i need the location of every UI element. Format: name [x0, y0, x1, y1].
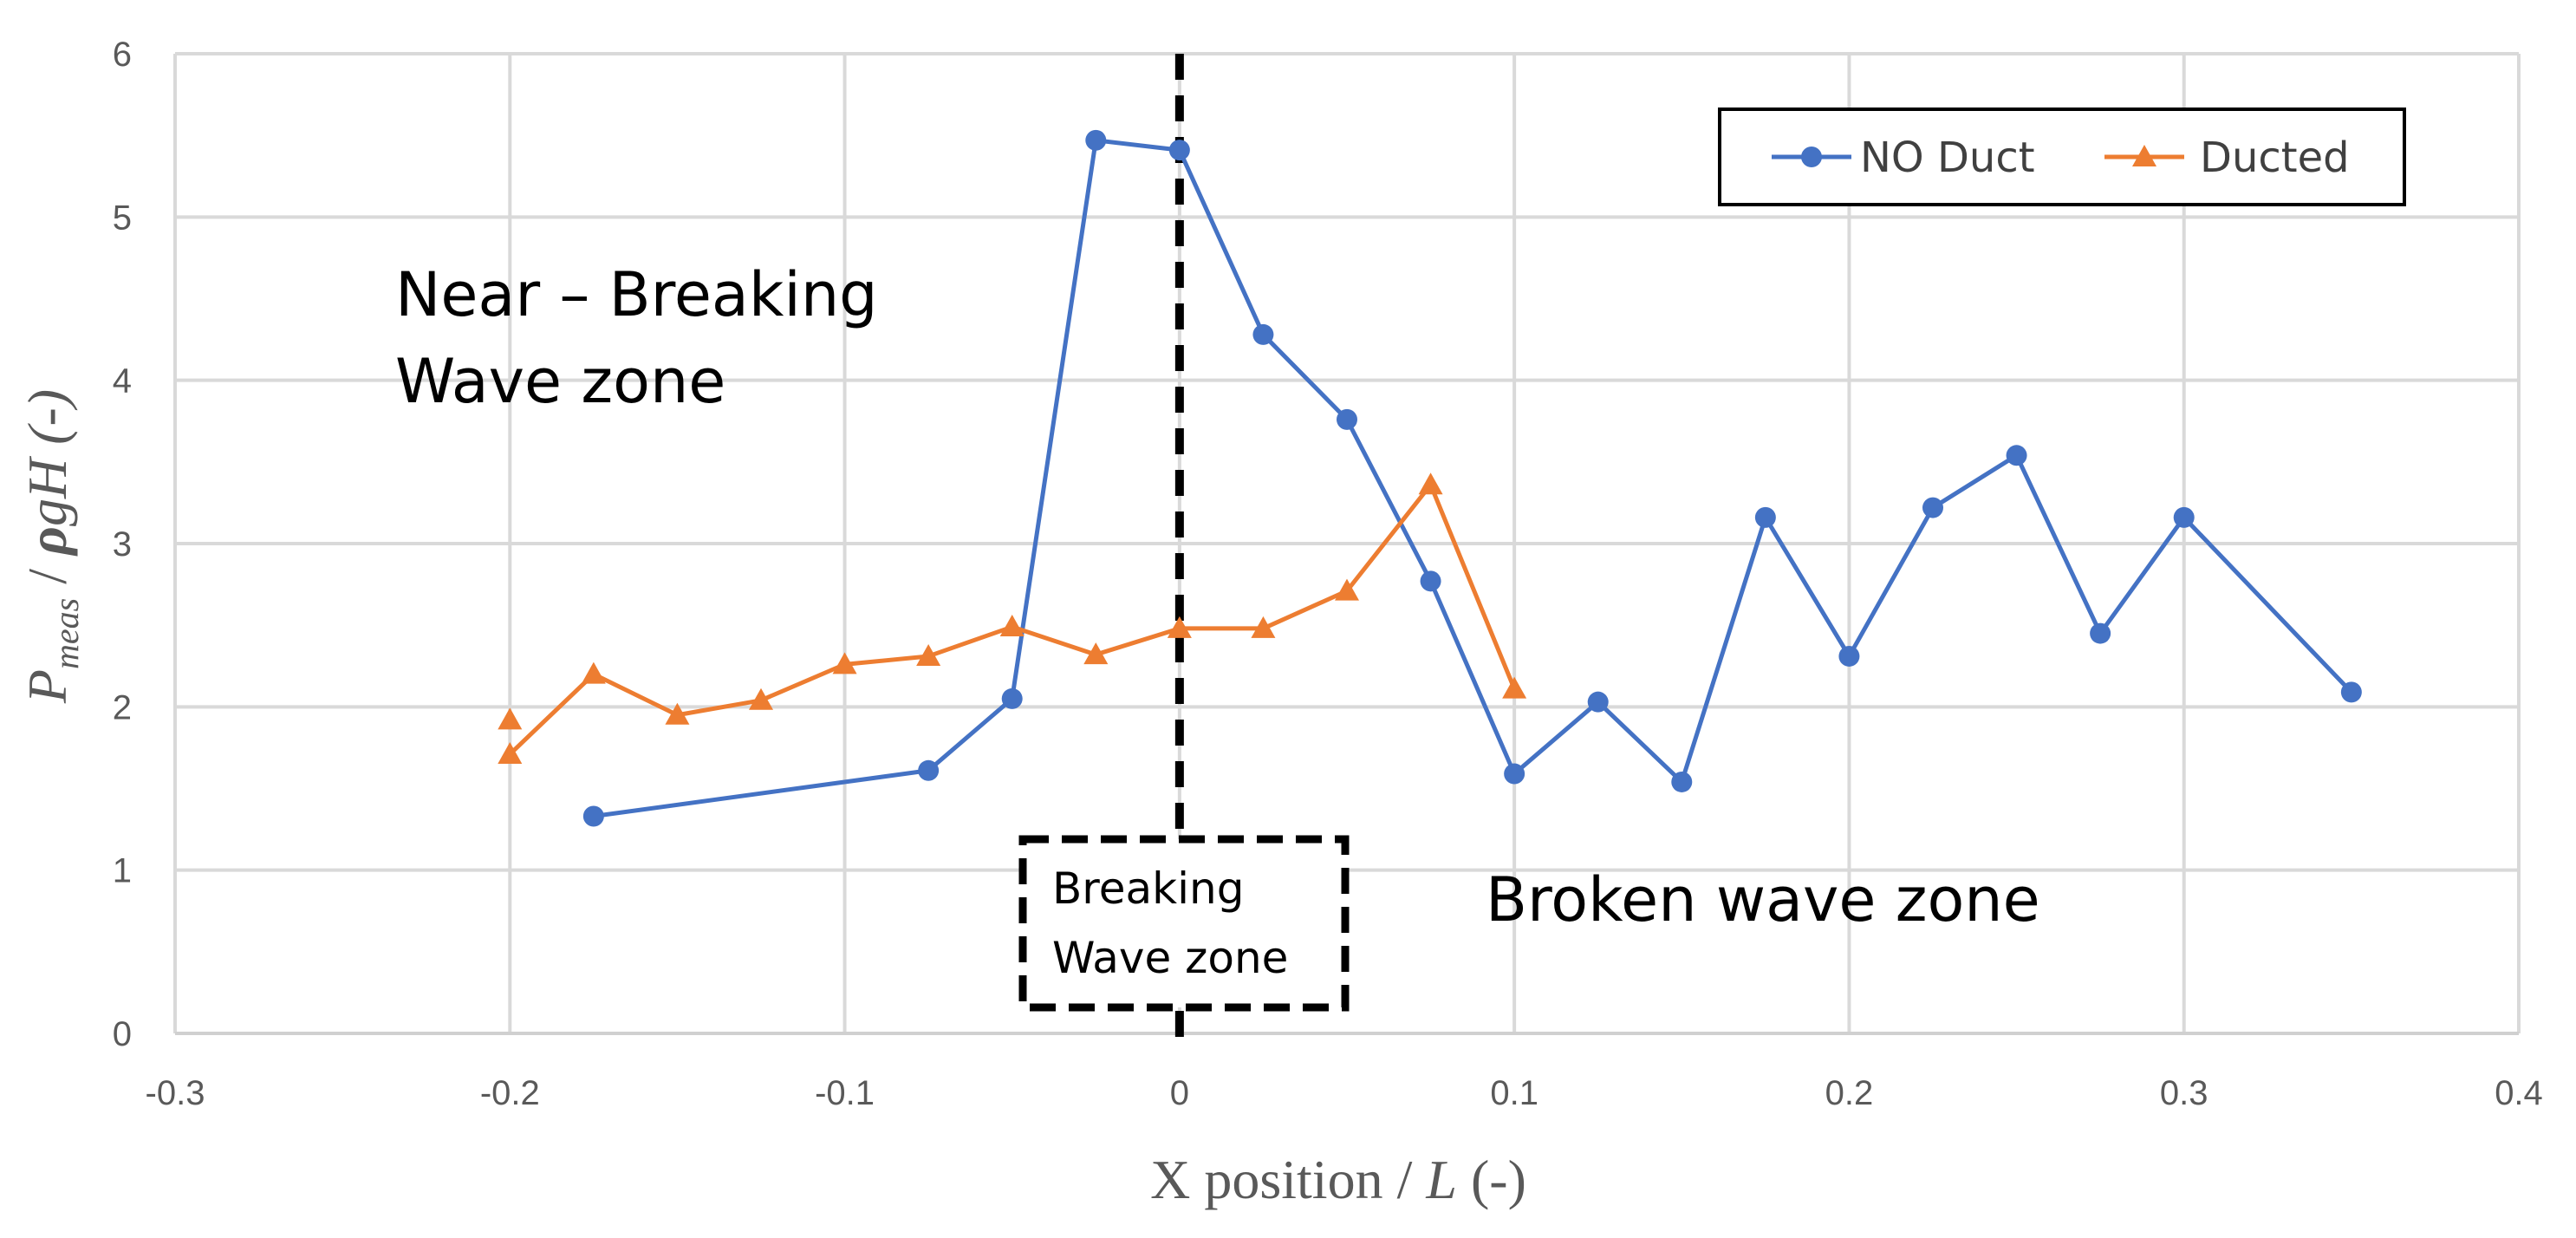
ducted-point	[498, 707, 523, 730]
y-tick-label: 4	[113, 362, 132, 401]
y-tick-label: 6	[113, 36, 132, 74]
ducted-point	[832, 652, 857, 674]
ducted-point	[999, 615, 1025, 637]
breaking-zone-label-1: Breaking	[1052, 863, 1244, 914]
ducted-point	[498, 741, 523, 764]
y-tick-label: 1	[113, 852, 132, 890]
no-duct-point	[1504, 763, 1525, 785]
legend-ducted-marker	[2132, 145, 2156, 166]
near-breaking-label-1: Near – Breaking	[395, 259, 878, 330]
no-duct-point	[1838, 645, 1860, 667]
no-duct-point	[1587, 691, 1609, 713]
y-tick-label: 3	[113, 525, 132, 564]
no-duct-line	[593, 138, 2353, 818]
ducted-point	[1335, 578, 1359, 601]
no-duct-point	[2340, 681, 2362, 703]
grid-lines	[173, 52, 2521, 1035]
breaking-zone-label-2: Wave zone	[1052, 933, 1288, 983]
y-tick-labels: 0 1 2 3 4 5 6	[113, 36, 132, 1053]
no-duct-point	[1754, 506, 1776, 528]
no-duct-point	[582, 805, 604, 827]
y-tick-label: 5	[113, 199, 132, 237]
x-tick-label: 0.3	[2160, 1074, 2208, 1112]
no-duct-point	[2006, 445, 2027, 466]
no-duct-point	[2173, 506, 2195, 528]
legend-ducted-label: Ducted	[2200, 134, 2350, 182]
no-duct-point	[1085, 129, 1107, 151]
series-no-duct	[582, 129, 2362, 827]
ducted-point	[1083, 642, 1109, 665]
ducted-point	[749, 687, 773, 710]
ducted-point	[581, 661, 606, 684]
near-breaking-label-2: Wave zone	[395, 346, 725, 417]
ducted-point	[1251, 616, 1276, 638]
ducted-point	[916, 643, 941, 666]
broken-zone-label: Broken wave zone	[1486, 864, 2040, 935]
legend-no-duct-label: NO Duct	[1860, 134, 2035, 182]
y-tick-label: 0	[113, 1015, 132, 1053]
x-tick-label: 0.2	[1825, 1074, 1874, 1112]
no-duct-point	[1168, 140, 1190, 161]
legend-no-duct-marker	[1801, 147, 1822, 167]
legend: NO Duct Ducted	[1718, 108, 2406, 206]
y-tick-label: 2	[113, 688, 132, 727]
y-axis-title: Pmeas / ρgH (-)	[16, 389, 86, 704]
no-duct-point	[1420, 570, 1441, 592]
x-tick-label: -0.3	[146, 1074, 205, 1112]
no-duct-point	[2090, 622, 2111, 644]
x-axis-title: X position / L (-)	[1150, 1149, 1526, 1210]
series-ducted	[498, 472, 1527, 764]
breaking-zone-box	[1018, 835, 1350, 1012]
x-tick-labels: -0.3 -0.2 -0.1 0 0.1 0.2 0.3 0.4	[146, 1074, 2543, 1112]
no-duct-point	[1252, 323, 1274, 345]
ducted-point	[665, 702, 690, 725]
ducted-point	[1418, 472, 1443, 495]
no-duct-point	[1001, 687, 1023, 709]
no-duct-point	[918, 759, 940, 781]
ducted-point	[1502, 676, 1527, 699]
no-duct-point	[1337, 408, 1357, 430]
x-tick-label: -0.1	[815, 1074, 875, 1112]
ducted-point	[1167, 616, 1192, 638]
x-tick-label: 0.1	[1490, 1074, 1538, 1112]
x-tick-label: 0.4	[2495, 1074, 2543, 1112]
x-tick-label: -0.2	[480, 1074, 540, 1112]
x-tick-label: 0	[1170, 1074, 1189, 1112]
series-layer	[498, 129, 2362, 827]
no-duct-point	[1671, 771, 1693, 792]
no-duct-point	[1922, 497, 1943, 518]
